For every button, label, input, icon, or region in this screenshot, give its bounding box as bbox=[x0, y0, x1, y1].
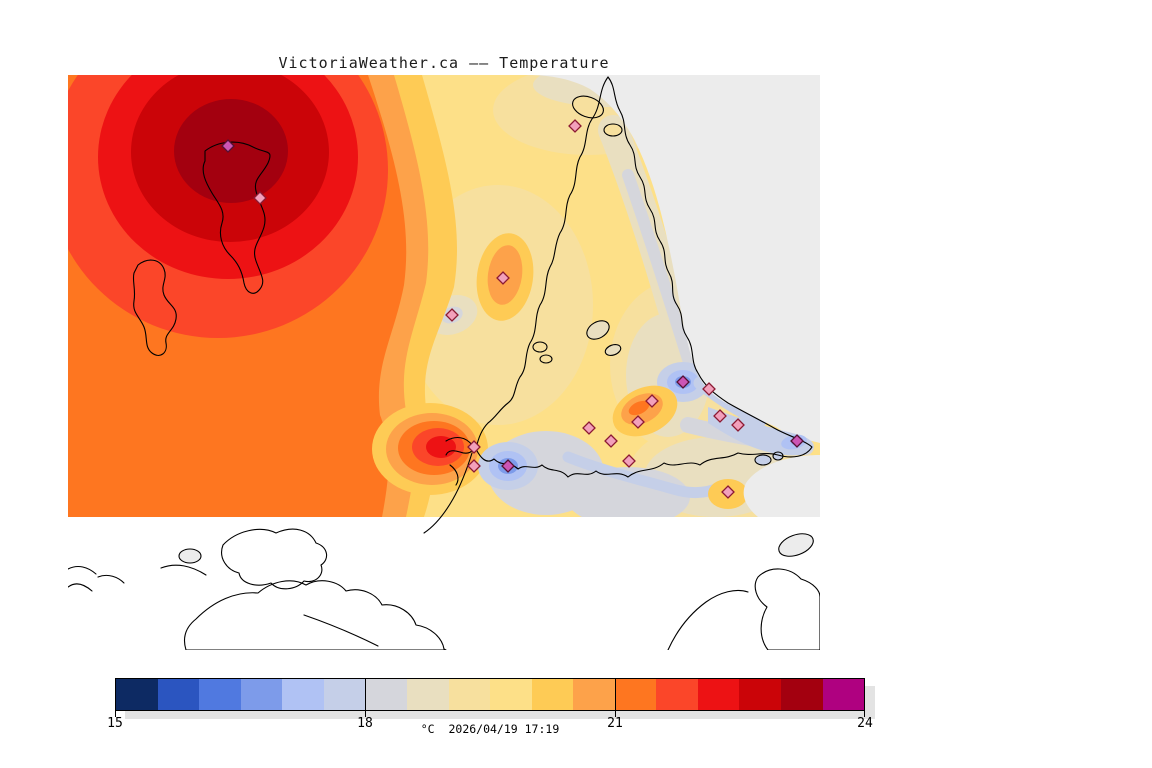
coast-saltspring-island bbox=[202, 141, 271, 294]
station-marker bbox=[676, 375, 690, 389]
colorbar-footer: °C 2026/04/19 17:19 bbox=[115, 722, 865, 736]
colorbar-segment bbox=[531, 679, 574, 710]
colorbar-segment bbox=[656, 679, 698, 710]
temperature-colorbar bbox=[115, 678, 865, 711]
station-marker bbox=[713, 409, 727, 423]
station-marker bbox=[496, 271, 510, 285]
units-label: °C bbox=[420, 722, 435, 736]
colorbar-segment bbox=[739, 679, 781, 710]
station-marker bbox=[253, 191, 267, 205]
station-marker bbox=[702, 382, 716, 396]
map-canvas bbox=[67, 75, 821, 651]
station-marker bbox=[221, 139, 235, 153]
colorbar-segment bbox=[697, 679, 740, 710]
coast-pedder-hook bbox=[445, 436, 474, 456]
nodata-region-ne bbox=[528, 75, 820, 443]
station-marker bbox=[568, 119, 582, 133]
colorbar-segment bbox=[822, 679, 865, 710]
station-marker bbox=[467, 459, 481, 473]
island-cluster bbox=[221, 528, 328, 590]
station-marker bbox=[790, 434, 804, 448]
temperature-field bbox=[68, 75, 820, 517]
colorbar-segment bbox=[282, 679, 324, 710]
station-marker bbox=[467, 440, 481, 454]
dungeness-spit bbox=[303, 614, 379, 647]
page-title: VictoriaWeather.ca –– Temperature bbox=[278, 54, 610, 72]
colorbar-segment bbox=[448, 679, 491, 710]
station-marker bbox=[622, 454, 636, 468]
olympic-peninsula bbox=[183, 580, 447, 651]
timestamp-label: 2026/04/19 17:19 bbox=[448, 722, 560, 736]
colorbar-segment bbox=[781, 679, 823, 710]
station-marker bbox=[631, 415, 645, 429]
coast-southwest bbox=[423, 452, 473, 534]
coast-peninsula-west bbox=[475, 76, 609, 450]
coast-pender-island bbox=[132, 259, 177, 356]
colorbar-segment bbox=[406, 679, 449, 710]
colorbar-segment bbox=[614, 679, 657, 710]
weather-map bbox=[67, 75, 821, 651]
colorbar-segment bbox=[240, 679, 283, 710]
coast-southeast bbox=[667, 589, 749, 651]
station-marker bbox=[645, 394, 659, 408]
station-marker bbox=[501, 459, 515, 473]
station-marker bbox=[604, 434, 618, 448]
colorbar-segment bbox=[199, 679, 241, 710]
colorbar-segment bbox=[490, 679, 532, 710]
station-markers-group bbox=[221, 119, 804, 499]
nodata-region-se bbox=[743, 455, 820, 517]
colorbar-segment bbox=[323, 679, 366, 710]
colorbar-segment bbox=[365, 679, 407, 710]
colorbar-segment bbox=[157, 679, 200, 710]
colorbar-tickstub bbox=[115, 711, 116, 717]
colorbar-segment bbox=[116, 679, 158, 710]
colorbar-segment bbox=[573, 679, 615, 710]
station-marker bbox=[721, 485, 735, 499]
station-marker bbox=[731, 418, 745, 432]
station-marker bbox=[445, 308, 459, 322]
station-marker bbox=[582, 421, 596, 435]
